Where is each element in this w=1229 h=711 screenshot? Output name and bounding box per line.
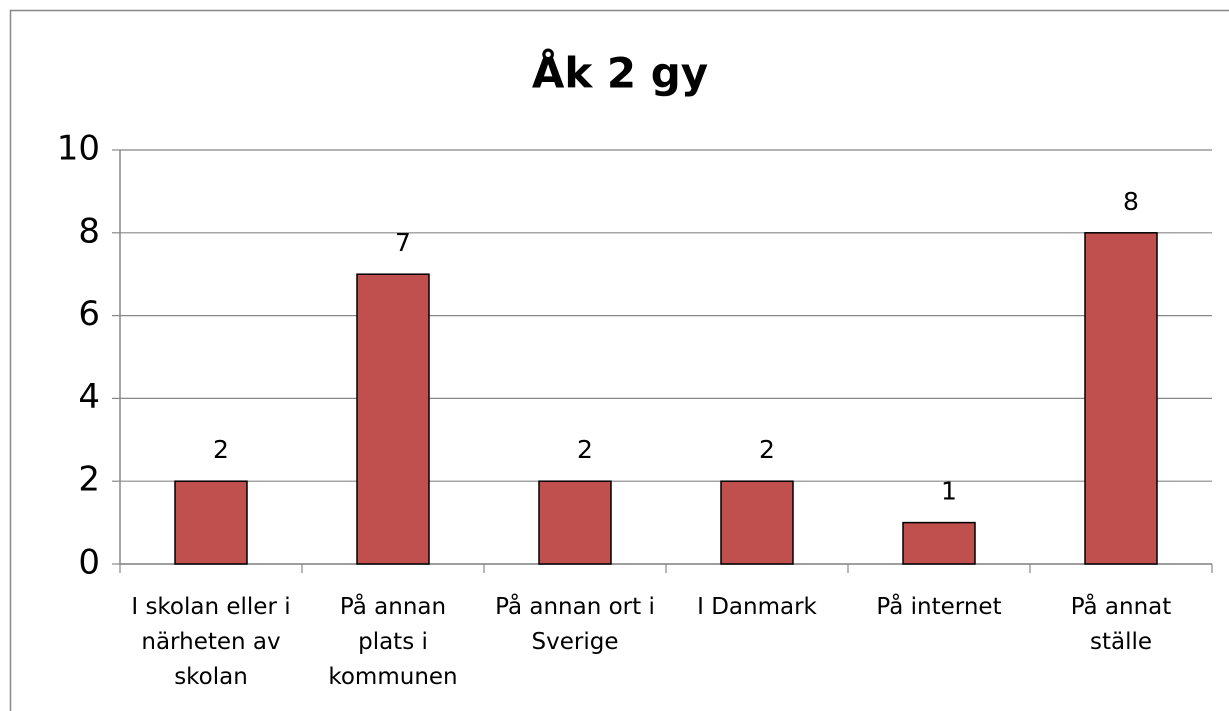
x-tick-label: På annan ort i Sverige (495, 592, 655, 655)
bar (174, 480, 248, 565)
chart-title: Åk 2 gy (532, 48, 708, 98)
data-label: 2 (577, 435, 593, 464)
y-tick-label: 8 (78, 211, 100, 251)
data-label: 1 (941, 477, 957, 506)
x-tick-label: I Danmark (697, 594, 817, 620)
bar (538, 480, 612, 565)
bar (720, 480, 794, 565)
y-tick-label: 10 (57, 129, 100, 169)
data-label: 2 (759, 435, 775, 464)
x-tick-label: På internet (876, 592, 1001, 620)
bar (1084, 232, 1158, 565)
bar (902, 521, 976, 565)
y-tick-label: 2 (78, 460, 100, 500)
x-tick-label: I skolan eller i närheten av skolan (131, 594, 290, 690)
x-tick-label: På annan plats i kommunen (328, 592, 457, 690)
data-label: 2 (213, 435, 229, 464)
data-label: 8 (1123, 187, 1139, 216)
bar (356, 273, 430, 565)
y-tick-label: 0 (78, 543, 100, 583)
y-tick-label: 6 (78, 294, 100, 334)
data-label: 7 (395, 228, 411, 257)
y-tick-label: 4 (78, 377, 100, 417)
chart-frame (9, 9, 1229, 711)
x-tick-label: På annat ställe (1071, 592, 1172, 655)
